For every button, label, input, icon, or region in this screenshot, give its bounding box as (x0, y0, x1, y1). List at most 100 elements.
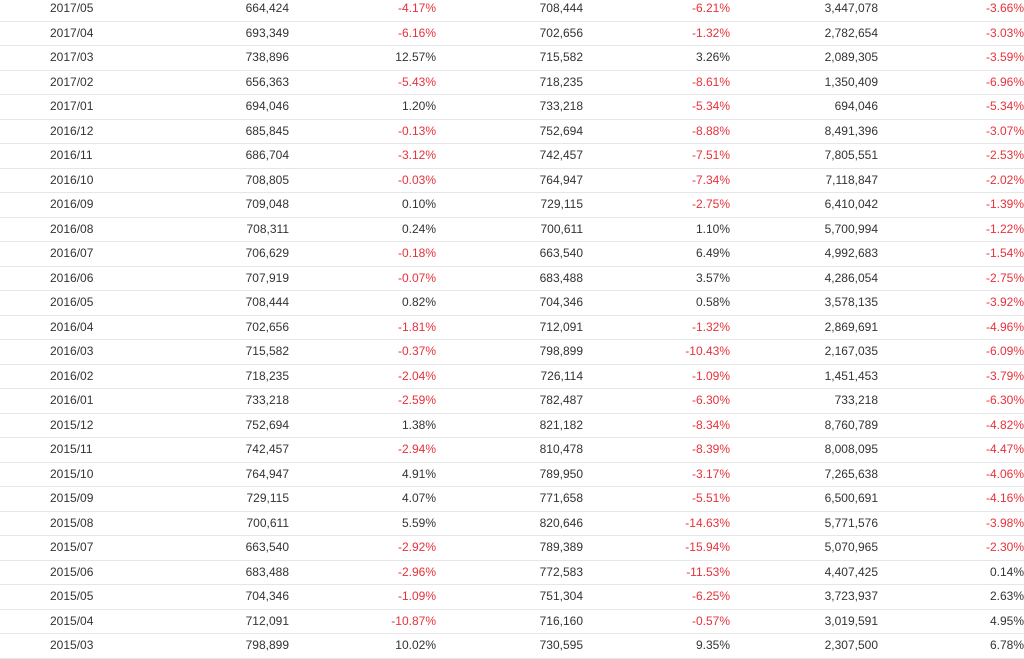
month-cell: 2015/11 (0, 437, 150, 463)
change-b-cell: -1.32% (583, 21, 730, 46)
change-a-cell: -5.43% (289, 70, 436, 95)
cumulative-cell: 3,578,135 (730, 290, 878, 316)
value-a-cell: 706,629 (150, 241, 289, 267)
table-row: 2016/09 709,048 0.10% 729,115 -2.75% 6,410,04… (0, 192, 1024, 218)
change-c-cell: -1.39% (878, 192, 1024, 218)
value-a-cell: 752,694 (150, 413, 289, 438)
change-a-cell: -0.18% (289, 241, 436, 267)
value-b-cell: 782,487 (436, 388, 583, 414)
change-c-cell: -2.75% (878, 266, 1024, 291)
cumulative-cell: 5,700,994 (730, 217, 878, 242)
change-b-cell: -5.34% (583, 94, 730, 120)
change-b-cell: -11.53% (583, 560, 730, 585)
value-a-cell: 683,488 (150, 560, 289, 585)
cumulative-cell: 6,410,042 (730, 192, 878, 218)
change-c-cell: -6.96% (878, 70, 1024, 95)
table-row: 2017/05 664,424 -4.17% 708,444 -6.21% 3,447,0… (0, 0, 1024, 22)
change-a-cell: -3.12% (289, 143, 436, 169)
change-b-cell: -6.25% (583, 584, 730, 610)
month-cell: 2015/05 (0, 584, 150, 610)
cumulative-cell: 2,869,691 (730, 315, 878, 340)
value-a-cell: 709,048 (150, 192, 289, 218)
cumulative-cell: 4,992,683 (730, 241, 878, 267)
value-a-cell: 708,805 (150, 168, 289, 193)
change-c-cell: -2.30% (878, 535, 1024, 561)
change-a-cell: -6.16% (289, 21, 436, 46)
change-c-cell: -2.53% (878, 143, 1024, 169)
cumulative-cell: 1,350,409 (730, 70, 878, 95)
month-cell: 2016/01 (0, 388, 150, 414)
change-a-cell: 0.24% (289, 217, 436, 242)
cumulative-cell: 3,723,937 (730, 584, 878, 610)
table-row: 2015/10 764,947 4.91% 789,950 -3.17% 7,265,63… (0, 462, 1024, 487)
month-cell: 2017/03 (0, 45, 150, 71)
value-a-cell: 693,349 (150, 21, 289, 46)
change-a-cell: -2.94% (289, 437, 436, 463)
change-b-cell: -5.51% (583, 486, 730, 512)
value-b-cell: 764,947 (436, 168, 583, 193)
table-row: 2015/07 663,540 -2.92% 789,389 -15.94% 5,070,… (0, 535, 1024, 561)
table-row: 2015/04 712,091 -10.87% 716,160 -0.57% 3,019,… (0, 609, 1024, 634)
month-cell: 2016/09 (0, 192, 150, 218)
change-b-cell: -10.43% (583, 339, 730, 365)
value-a-cell: 686,704 (150, 143, 289, 169)
table-row: 2016/05 708,444 0.82% 704,346 0.58% 3,578,135… (0, 290, 1024, 316)
value-b-cell: 716,160 (436, 609, 583, 634)
change-b-cell: -7.51% (583, 143, 730, 169)
value-b-cell: 742,457 (436, 143, 583, 169)
table-row: 2015/05 704,346 -1.09% 751,304 -6.25% 3,723,9… (0, 584, 1024, 610)
value-a-cell: 718,235 (150, 364, 289, 389)
change-b-cell: -2.75% (583, 192, 730, 218)
change-c-cell: 6.78% (878, 633, 1024, 659)
change-a-cell: -0.13% (289, 119, 436, 144)
value-b-cell: 752,694 (436, 119, 583, 144)
table-row: 2015/09 729,115 4.07% 771,658 -5.51% 6,500,69… (0, 486, 1024, 512)
change-c-cell: -1.54% (878, 241, 1024, 267)
value-a-cell: 738,896 (150, 45, 289, 71)
change-c-cell: -3.79% (878, 364, 1024, 389)
cumulative-cell: 3,447,078 (730, 0, 878, 22)
change-a-cell: 5.59% (289, 511, 436, 536)
value-a-cell: 764,947 (150, 462, 289, 487)
change-a-cell: 1.38% (289, 413, 436, 438)
month-cell: 2016/11 (0, 143, 150, 169)
table-row: 2016/07 706,629 -0.18% 663,540 6.49% 4,992,68… (0, 241, 1024, 267)
change-c-cell: -6.30% (878, 388, 1024, 414)
change-a-cell: 10.02% (289, 633, 436, 659)
value-b-cell: 733,218 (436, 94, 583, 120)
change-c-cell: -3.92% (878, 290, 1024, 316)
month-cell: 2017/05 (0, 0, 150, 22)
month-cell: 2015/09 (0, 486, 150, 512)
change-c-cell: -3.98% (878, 511, 1024, 536)
value-b-cell: 708,444 (436, 0, 583, 22)
cumulative-cell: 733,218 (730, 388, 878, 414)
change-c-cell: -5.34% (878, 94, 1024, 120)
change-b-cell: -1.09% (583, 364, 730, 389)
table-row: 2017/01 694,046 1.20% 733,218 -5.34% 694,046-… (0, 94, 1024, 120)
month-cell: 2015/12 (0, 413, 150, 438)
table-row: 2015/11 742,457 -2.94% 810,478 -8.39% 8,008,0… (0, 437, 1024, 463)
change-b-cell: -8.39% (583, 437, 730, 463)
change-c-cell: -4.82% (878, 413, 1024, 438)
value-b-cell: 712,091 (436, 315, 583, 340)
table-row: 2016/06 707,919 -0.07% 683,488 3.57% 4,286,05… (0, 266, 1024, 291)
month-cell: 2016/07 (0, 241, 150, 267)
change-b-cell: 0.58% (583, 290, 730, 316)
table-row: 2017/03 738,896 12.57% 715,582 3.26% 2,089,30… (0, 45, 1024, 71)
value-b-cell: 663,540 (436, 241, 583, 267)
value-a-cell: 664,424 (150, 0, 289, 22)
change-b-cell: 3.26% (583, 45, 730, 71)
table-row: 2015/08 700,611 5.59% 820,646 -14.63% 5,771,5… (0, 511, 1024, 536)
value-b-cell: 772,583 (436, 560, 583, 585)
month-cell: 2017/01 (0, 94, 150, 120)
change-a-cell: 1.20% (289, 94, 436, 120)
value-b-cell: 730,595 (436, 633, 583, 659)
change-a-cell: -1.81% (289, 315, 436, 340)
month-cell: 2016/10 (0, 168, 150, 193)
change-a-cell: 0.10% (289, 192, 436, 218)
value-a-cell: 708,444 (150, 290, 289, 316)
cumulative-cell: 8,760,789 (730, 413, 878, 438)
value-b-cell: 726,114 (436, 364, 583, 389)
cumulative-cell: 5,771,576 (730, 511, 878, 536)
